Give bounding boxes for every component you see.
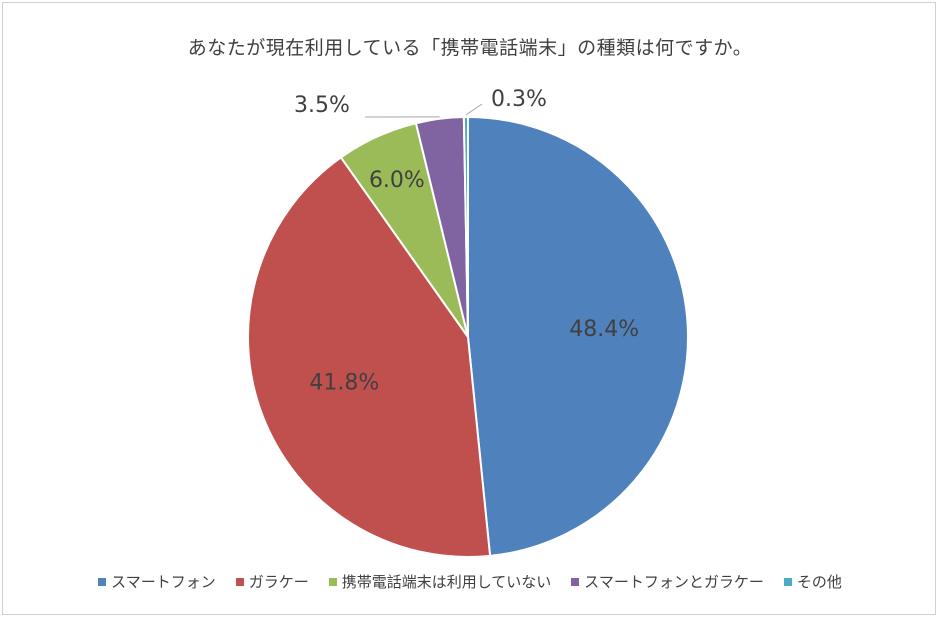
data-label-1: 48.4% — [569, 317, 639, 342]
legend-label: スマートフォンとガラケー — [584, 573, 764, 591]
leader-lines — [364, 103, 483, 118]
legend-label: ガラケー — [248, 573, 309, 591]
legend-label: 携帯電話端末は利用していない — [341, 573, 552, 591]
legend-swatch — [98, 577, 107, 586]
data-label-5: 0.3% — [491, 87, 547, 112]
legend-item-4: スマートフォンとガラケー — [571, 571, 764, 592]
pie-slices — [247, 115, 689, 558]
legend-item-5: その他 — [783, 571, 842, 592]
pie-slice-5 — [462, 115, 469, 338]
data-label-2: 41.8% — [309, 370, 379, 395]
legend-item-3: 携帯電話端末は利用していない — [328, 571, 552, 592]
chart-title: あなたが現在利用している「携帯電話端末」の種類は何ですか。 — [187, 37, 753, 59]
legend-swatch — [783, 577, 792, 586]
legend-swatch — [235, 577, 244, 586]
legend: スマートフォン ガラケー 携帯電話端末は利用していない スマートフォンとガラケー その他 — [0, 571, 940, 592]
legend-swatch — [328, 577, 337, 586]
legend-label: その他 — [796, 573, 842, 591]
legend-item-1: スマートフォン — [98, 571, 216, 592]
leader-line-5 — [465, 103, 483, 116]
legend-swatch — [571, 577, 580, 586]
legend-item-2: ガラケー — [235, 571, 309, 592]
legend-label: スマートフォン — [111, 573, 216, 591]
data-label-3: 6.0% — [369, 168, 425, 193]
data-label-4: 3.5% — [294, 93, 350, 118]
pie-slice-2 — [247, 156, 492, 558]
pie-slice-1 — [467, 115, 689, 557]
data-labels: 48.4% 41.8% 6.0% 3.5% 0.3% — [294, 87, 639, 395]
